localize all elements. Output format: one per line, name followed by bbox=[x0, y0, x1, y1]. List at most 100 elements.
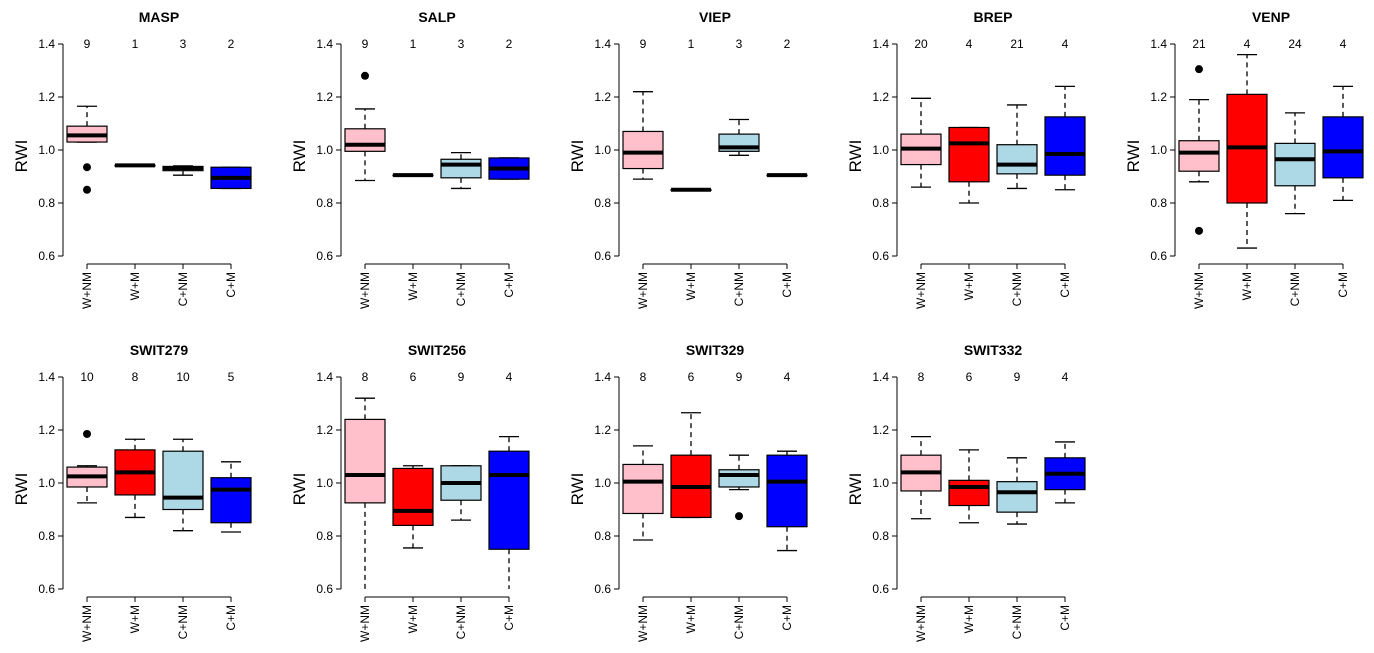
y-tick-label: 1.4 bbox=[316, 37, 333, 51]
x-tick-label: C+M bbox=[502, 272, 516, 298]
x-tick-label: C+NM bbox=[1010, 605, 1024, 639]
y-tick-label: 1.0 bbox=[872, 476, 889, 490]
outlier-point bbox=[1195, 226, 1203, 235]
box-w-m bbox=[392, 173, 434, 178]
box-w-nm bbox=[344, 397, 386, 589]
y-tick-label: 0.6 bbox=[1150, 249, 1167, 263]
sample-count: 9 bbox=[1014, 370, 1021, 384]
x-tick-label: C+NM bbox=[176, 605, 190, 639]
box-c-m bbox=[210, 461, 252, 533]
x-tick-label: W+M bbox=[406, 605, 420, 633]
panel-viep: VIEP 0.6 0.8 1.0 1.2 1.4 RWI W+NM 9 W+M 1 C+NM 3 C+M 2 bbox=[568, 9, 808, 309]
box-c-nm bbox=[718, 118, 760, 156]
panel-brep: BREP 0.6 0.8 1.0 1.2 1.4 RWI W+NM 20 W+M 4 C+NM 21 C+… bbox=[846, 9, 1086, 309]
y-tick-label: 0.8 bbox=[1150, 196, 1167, 210]
box-c-m bbox=[210, 166, 252, 190]
x-tick-label: C+M bbox=[1058, 272, 1072, 298]
y-tick-label: 1.2 bbox=[872, 90, 889, 104]
box-iqr bbox=[718, 469, 760, 488]
y-tick-label: 1.2 bbox=[594, 423, 611, 437]
box-w-nm bbox=[344, 71, 386, 182]
sample-count: 10 bbox=[176, 370, 190, 384]
box-iqr bbox=[622, 463, 664, 515]
panel-title: SWIT279 bbox=[130, 342, 189, 358]
outlier-point bbox=[83, 185, 91, 194]
sample-count: 4 bbox=[1340, 37, 1347, 51]
sample-count: 1 bbox=[688, 37, 695, 51]
y-tick-label: 1.4 bbox=[316, 370, 333, 384]
y-tick-label: 1.0 bbox=[1150, 143, 1167, 157]
y-axis-label: RWI bbox=[12, 140, 31, 173]
box-iqr bbox=[1178, 140, 1220, 172]
x-tick-label: W+M bbox=[1240, 272, 1254, 300]
y-axis-label: RWI bbox=[846, 473, 865, 506]
box-c-nm bbox=[996, 104, 1038, 190]
box-iqr bbox=[622, 130, 664, 170]
sample-count: 6 bbox=[966, 370, 973, 384]
panel-title: SWIT256 bbox=[408, 342, 467, 358]
y-tick-label: 1.4 bbox=[594, 37, 611, 51]
box-w-m bbox=[392, 465, 434, 549]
sample-count: 2 bbox=[784, 37, 791, 51]
sample-count: 24 bbox=[1288, 37, 1302, 51]
x-tick-label: C+M bbox=[780, 272, 794, 298]
panel-swit332: SWIT332 0.6 0.8 1.0 1.2 1.4 RWI W+NM 8 W+M 6 C+NM 9 C… bbox=[846, 342, 1086, 642]
box-w-m bbox=[948, 449, 990, 524]
y-tick-label: 1.4 bbox=[872, 37, 889, 51]
x-tick-label: W+M bbox=[684, 605, 698, 633]
y-axis-label: RWI bbox=[290, 140, 309, 173]
sample-count: 4 bbox=[506, 370, 513, 384]
sample-count: 8 bbox=[132, 370, 139, 384]
y-tick-label: 1.0 bbox=[316, 143, 333, 157]
box-w-nm bbox=[622, 445, 664, 541]
box-w-nm bbox=[900, 97, 942, 188]
panel-title: BREP bbox=[974, 9, 1013, 25]
y-tick-label: 0.8 bbox=[594, 196, 611, 210]
y-tick-label: 0.6 bbox=[594, 582, 611, 596]
box-iqr bbox=[1322, 116, 1364, 179]
sample-count: 8 bbox=[918, 370, 925, 384]
box-iqr bbox=[1044, 116, 1086, 176]
box-w-nm bbox=[1178, 65, 1220, 235]
y-axis-label: RWI bbox=[568, 473, 587, 506]
x-tick-label: C+M bbox=[502, 605, 516, 631]
panel-masp: MASP 0.6 0.8 1.0 1.2 1.4 RWI W+NM 9 W+M 1 C+NM 3 C+M 2 bbox=[12, 9, 252, 309]
sample-count: 9 bbox=[458, 370, 465, 384]
panel-title: SWIT332 bbox=[964, 342, 1023, 358]
sample-count: 9 bbox=[736, 370, 743, 384]
sample-count: 8 bbox=[362, 370, 369, 384]
outlier-point bbox=[83, 163, 91, 172]
x-tick-label: W+M bbox=[962, 272, 976, 300]
panel-swit256: SWIT256 0.6 0.8 1.0 1.2 1.4 RWI W+NM 8 W+M 6 C+NM 9 C… bbox=[290, 342, 530, 642]
box-w-m bbox=[114, 163, 156, 168]
x-tick-label: W+M bbox=[962, 605, 976, 633]
outlier-point bbox=[1195, 65, 1203, 74]
box-iqr bbox=[440, 158, 482, 179]
box-w-m bbox=[948, 126, 990, 204]
box-c-m bbox=[1322, 85, 1364, 202]
x-tick-label: W+NM bbox=[636, 272, 650, 309]
sample-count: 4 bbox=[966, 37, 973, 51]
y-tick-label: 0.8 bbox=[38, 529, 55, 543]
x-tick-label: C+NM bbox=[1288, 272, 1302, 306]
y-tick-label: 1.4 bbox=[872, 370, 889, 384]
y-tick-label: 0.8 bbox=[872, 196, 889, 210]
y-axis-label: RWI bbox=[568, 140, 587, 173]
sample-count: 6 bbox=[688, 370, 695, 384]
sample-count: 21 bbox=[1192, 37, 1206, 51]
x-tick-label: C+M bbox=[1336, 272, 1350, 298]
x-tick-label: W+NM bbox=[358, 605, 372, 642]
x-tick-label: C+NM bbox=[454, 272, 468, 306]
box-iqr bbox=[344, 128, 386, 152]
box-iqr bbox=[948, 479, 990, 507]
box-w-nm bbox=[622, 91, 664, 180]
box-w-m bbox=[670, 187, 712, 192]
sample-count: 4 bbox=[1062, 37, 1069, 51]
y-tick-label: 0.8 bbox=[316, 196, 333, 210]
box-c-m bbox=[1044, 85, 1086, 191]
box-c-m bbox=[766, 450, 808, 552]
sample-count: 1 bbox=[410, 37, 417, 51]
y-tick-label: 0.8 bbox=[594, 529, 611, 543]
